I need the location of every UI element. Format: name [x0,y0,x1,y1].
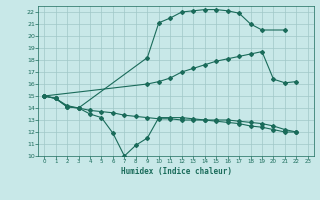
X-axis label: Humidex (Indice chaleur): Humidex (Indice chaleur) [121,167,231,176]
